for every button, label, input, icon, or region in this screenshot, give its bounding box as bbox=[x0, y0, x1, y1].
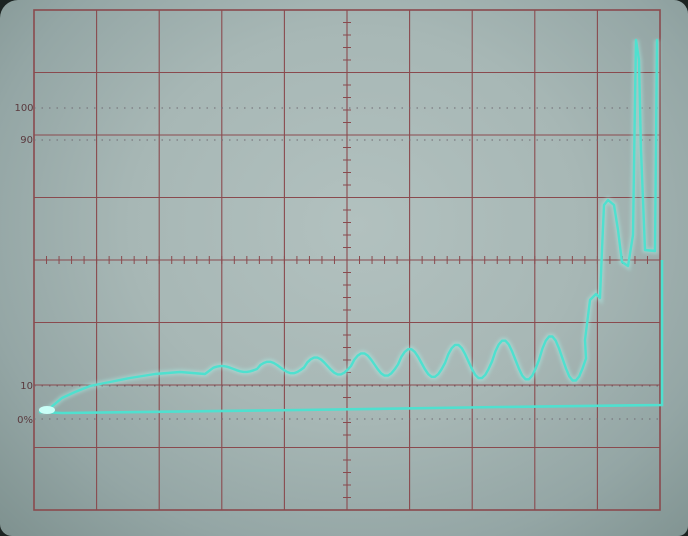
graticule-grid bbox=[34, 10, 660, 510]
trace-glow bbox=[40, 40, 657, 412]
label-100-percent: 100 bbox=[14, 103, 33, 114]
label-0-percent: 0% bbox=[17, 415, 33, 426]
trace-baseline bbox=[40, 260, 662, 413]
label-90-percent: 90 bbox=[20, 135, 33, 146]
trace-start-dot bbox=[39, 406, 55, 414]
label-10-percent: 10 bbox=[20, 381, 33, 392]
graticule-labels: 100 90 10 0% bbox=[14, 103, 33, 426]
waveform-trace bbox=[39, 40, 662, 414]
